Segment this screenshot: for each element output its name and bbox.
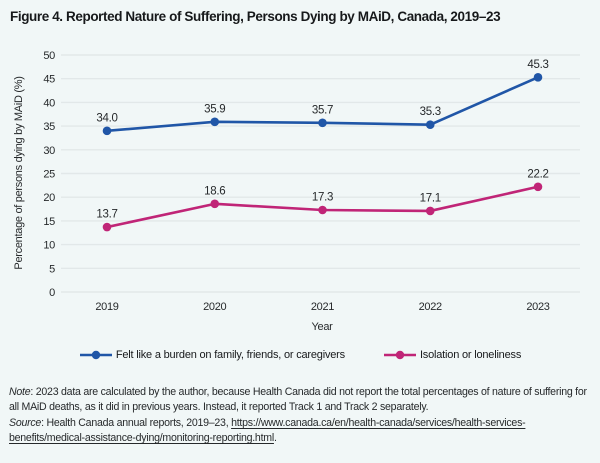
line-chart-plot-area: Percentage of persons dying by MAiD (%) … <box>13 50 580 333</box>
data-label-isolation: 13.7 <box>96 209 117 221</box>
note-text: : 2023 data are calculated by the author… <box>9 386 587 414</box>
legend-item-burden: Felt like a burden on family, friends, o… <box>79 349 345 361</box>
source-period: . <box>273 432 277 445</box>
data-point-burden <box>102 126 112 136</box>
x-axis-label: Year <box>311 321 333 333</box>
data-label-burden: 45.3 <box>527 59 548 71</box>
data-point-isolation <box>210 199 220 209</box>
data-label-isolation: 18.6 <box>204 185 225 197</box>
data-point-burden <box>210 117 220 127</box>
x-tick-label: 2021 <box>311 301 334 313</box>
source-line: Source: Health Canada annual reports, 20… <box>9 416 591 447</box>
data-label-burden: 35.7 <box>312 104 333 116</box>
y-tick-label: 40 <box>43 97 55 109</box>
y-tick-label: 10 <box>43 240 55 252</box>
note-line: Note: 2023 data are calculated by the au… <box>9 385 591 416</box>
data-label-burden: 35.3 <box>420 106 441 118</box>
y-tick-label: 15 <box>43 216 55 228</box>
source-link[interactable]: https://www.canada.ca/en/health-canada/s… <box>9 416 526 445</box>
data-point-burden <box>425 120 435 129</box>
y-tick-label: 35 <box>43 121 55 133</box>
chart-legend: Felt like a burden on family, friends, o… <box>0 349 600 361</box>
y-tick-label: 25 <box>43 169 55 181</box>
y-tick-label: 20 <box>43 192 55 204</box>
y-tick-label: 45 <box>43 74 55 86</box>
x-tick-label: 2023 <box>526 301 549 313</box>
data-label-isolation: 22.2 <box>527 168 548 180</box>
note-label: Note <box>9 386 31 398</box>
data-label-isolation: 17.3 <box>312 191 333 203</box>
legend-label-burden: Felt like a burden on family, friends, o… <box>115 349 345 361</box>
data-point-burden <box>318 118 327 128</box>
data-label-isolation: 17.1 <box>420 192 441 204</box>
legend-line-marker-blue-icon <box>79 350 112 360</box>
legend-line-marker-pink-icon <box>383 350 416 360</box>
y-tick-label: 30 <box>43 145 55 157</box>
data-point-isolation <box>425 206 435 216</box>
data-point-isolation <box>102 222 112 232</box>
data-label-burden: 35.9 <box>204 103 225 115</box>
data-point-isolation <box>533 182 543 192</box>
source-text: : Health Canada annual reports, 2019–23, <box>41 416 232 429</box>
data-point-isolation <box>318 205 327 215</box>
figure-title: Figure 4. Reported Nature of Suffering, … <box>10 9 501 24</box>
y-tick-label: 50 <box>43 50 55 62</box>
source-label: Source <box>9 416 42 429</box>
data-point-burden <box>533 72 543 82</box>
legend-label-isolation: Isolation or loneliness <box>419 349 522 361</box>
figure-notes: Note: 2023 data are calculated by the au… <box>9 385 591 447</box>
y-axis-label: Percentage of persons dying by MAiD (%) <box>13 76 25 269</box>
x-tick-label: 2019 <box>95 301 118 313</box>
data-label-burden: 34.0 <box>96 112 117 124</box>
legend-item-isolation: Isolation or loneliness <box>383 349 521 361</box>
y-tick-label: 5 <box>49 263 55 275</box>
x-tick-label: 2020 <box>203 301 226 313</box>
x-tick-label: 2022 <box>419 301 442 313</box>
y-tick-label: 0 <box>49 287 55 299</box>
